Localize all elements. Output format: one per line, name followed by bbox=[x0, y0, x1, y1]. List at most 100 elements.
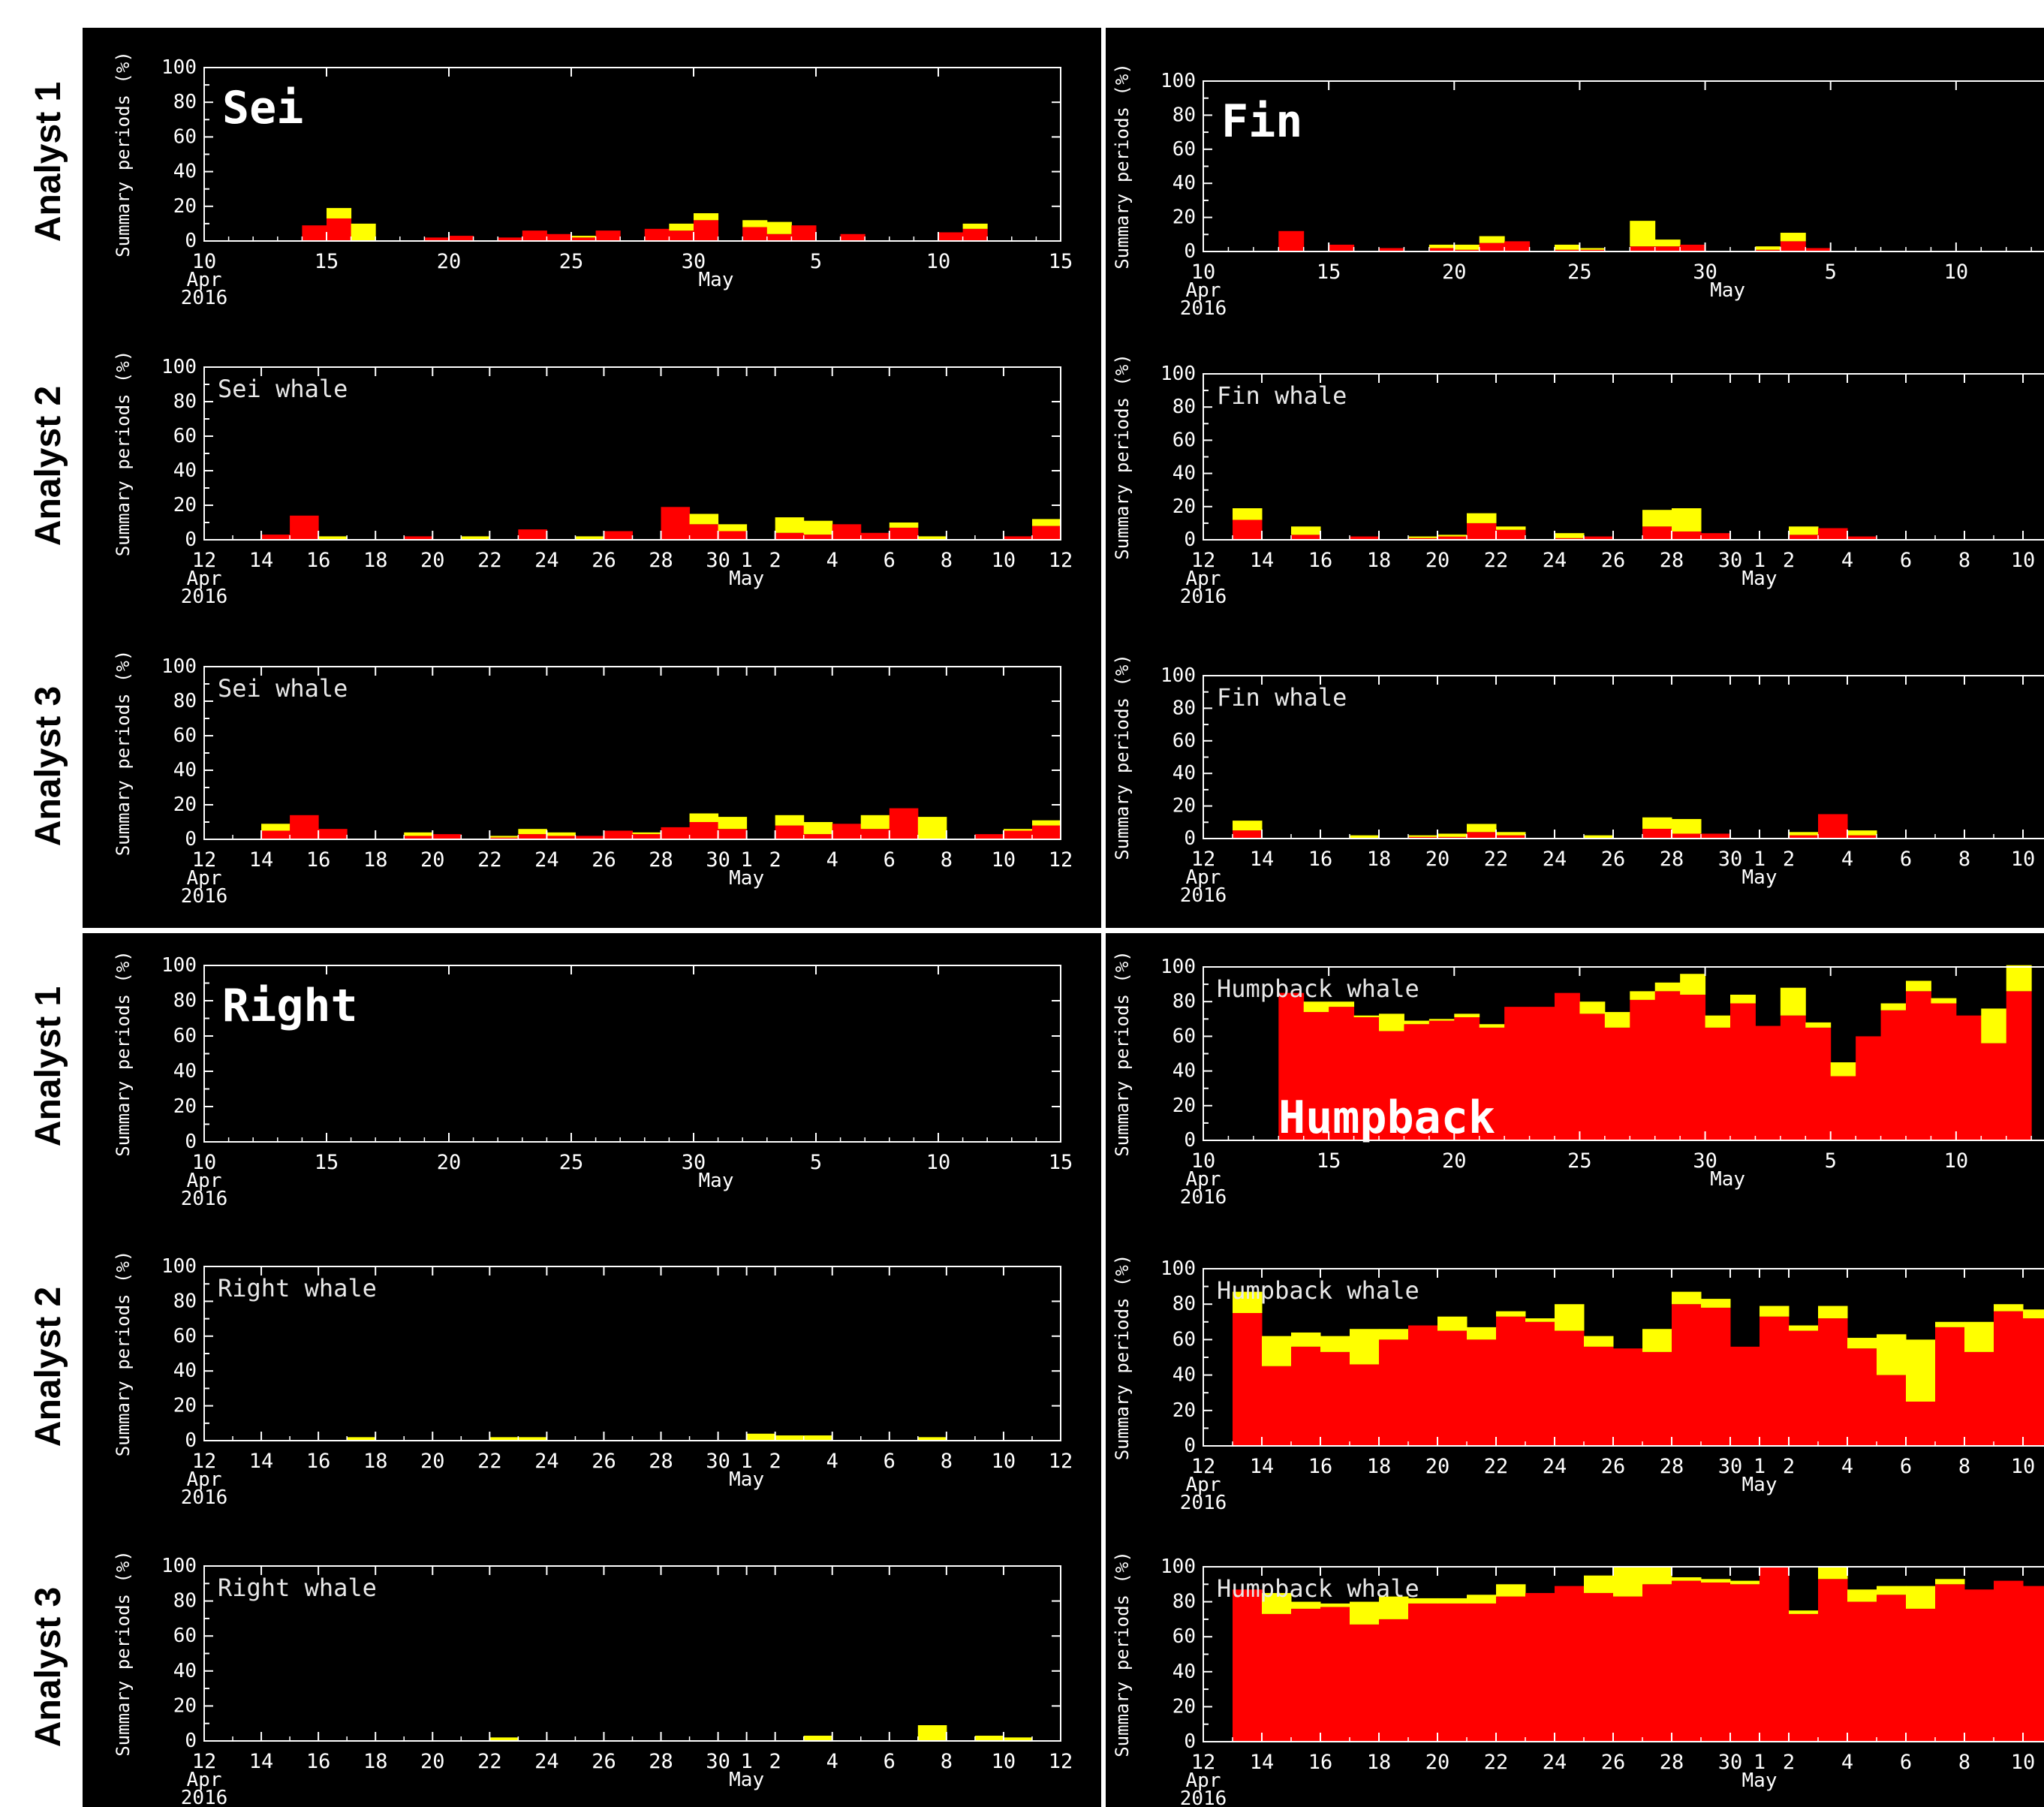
y-tick-label: 60 bbox=[173, 1025, 197, 1047]
x-month-label: May bbox=[699, 1170, 734, 1192]
x-tick-label: 14 bbox=[249, 848, 274, 872]
bar-yellow bbox=[1981, 1008, 2007, 1044]
bar-yellow bbox=[889, 523, 919, 528]
bar-red bbox=[1789, 1330, 1819, 1446]
y-tick-label: 80 bbox=[173, 91, 197, 113]
bar-yellow bbox=[689, 513, 719, 525]
x-tick-label: 5 bbox=[1825, 1149, 1837, 1173]
bar-red bbox=[1350, 1364, 1380, 1446]
bar-red bbox=[302, 225, 327, 241]
x-tick-label: 10 bbox=[926, 1151, 951, 1174]
bar-red bbox=[1613, 1596, 1643, 1742]
bar-red bbox=[1906, 1402, 1936, 1446]
bar-red bbox=[1579, 1013, 1606, 1140]
x-tick-label: 14 bbox=[1250, 1455, 1275, 1478]
bar-red bbox=[1672, 531, 1702, 540]
y-tick-label: 100 bbox=[161, 954, 197, 977]
bar-red bbox=[1496, 835, 1526, 839]
species-label: Humpback whale bbox=[1217, 974, 1419, 1003]
bar-red bbox=[1003, 536, 1033, 540]
bar-red bbox=[1654, 246, 1681, 251]
bar-red bbox=[1291, 1608, 1321, 1742]
x-tick-label: 16 bbox=[1308, 1455, 1333, 1478]
x-year-label: 2016 bbox=[1180, 1787, 1227, 1807]
x-tick-label: 24 bbox=[534, 1750, 559, 1773]
x-tick-label: 1 bbox=[741, 1450, 753, 1473]
bar-yellow bbox=[1906, 980, 1931, 992]
x-tick-label: 12 bbox=[1191, 1455, 1216, 1478]
x-tick-label: 10 bbox=[2011, 1751, 2036, 1774]
x-tick-label: 8 bbox=[1958, 1455, 1970, 1478]
x-tick-label: 15 bbox=[1317, 261, 1341, 284]
bar-red bbox=[1931, 1003, 1957, 1140]
bar-yellow bbox=[742, 220, 768, 227]
bar-red bbox=[1525, 1321, 1555, 1446]
x-tick-label: 24 bbox=[1543, 1455, 1567, 1478]
x-tick-label: 2 bbox=[769, 848, 781, 872]
y-tick-label: 80 bbox=[1173, 990, 1196, 1013]
y-tick-label: 20 bbox=[1173, 795, 1196, 818]
y-tick-label: 40 bbox=[1173, 1060, 1196, 1083]
y-tick-label: 100 bbox=[1160, 1257, 1196, 1280]
x-tick-label: 2 bbox=[769, 1450, 781, 1473]
x-tick-label: 1 bbox=[741, 1750, 753, 1773]
x-tick-label: 24 bbox=[1543, 1751, 1567, 1774]
y-tick-label: 80 bbox=[173, 1590, 197, 1613]
bar-yellow bbox=[689, 813, 719, 822]
bar-yellow bbox=[1467, 824, 1497, 833]
x-tick-label: 2 bbox=[769, 549, 781, 572]
y-tick-label: 60 bbox=[173, 1325, 197, 1348]
x-tick-label: 6 bbox=[884, 1750, 896, 1773]
bar-yellow bbox=[1437, 1598, 1468, 1604]
bar-yellow bbox=[1705, 1015, 1731, 1028]
y-tick-label: 0 bbox=[1184, 529, 1196, 551]
y-tick-label: 0 bbox=[185, 1429, 197, 1452]
y-tick-label: 20 bbox=[1173, 206, 1196, 229]
bar-red bbox=[1496, 1316, 1526, 1446]
chart-humpback-1: 0 20 40 60 80 100 Summary periods (%) 10 15 20 25 3… bbox=[1112, 950, 2044, 1209]
x-tick-label: 18 bbox=[1367, 1455, 1392, 1478]
species-title: Right bbox=[222, 980, 358, 1032]
x-month-label: May bbox=[1710, 1168, 1745, 1191]
x-tick-label: 28 bbox=[649, 549, 673, 572]
bar-yellow bbox=[261, 824, 290, 831]
bar-red bbox=[1379, 1031, 1404, 1140]
y-axis-label: Summary periods (%) bbox=[1112, 63, 1133, 270]
bar-yellow bbox=[1454, 1013, 1480, 1017]
species-label: Sei whale bbox=[218, 674, 348, 703]
bar-yellow bbox=[775, 815, 805, 826]
y-tick-label: 60 bbox=[173, 425, 197, 447]
bar-red bbox=[718, 531, 748, 540]
bar-red bbox=[1701, 1307, 1731, 1446]
x-tick-label: 30 bbox=[1718, 848, 1743, 871]
x-tick-label: 20 bbox=[1425, 549, 1450, 572]
bar-yellow bbox=[1847, 1338, 1877, 1349]
y-tick-label: 40 bbox=[1173, 462, 1196, 485]
x-month-label: Apr bbox=[187, 1769, 222, 1791]
x-tick-label: 16 bbox=[1308, 848, 1333, 871]
bar-yellow bbox=[1680, 974, 1706, 995]
bar-yellow bbox=[1479, 1024, 1505, 1028]
x-tick-label: 1 bbox=[1754, 549, 1766, 572]
bar-yellow bbox=[718, 817, 748, 830]
bar-red bbox=[1467, 1339, 1497, 1446]
bar-red bbox=[1504, 241, 1531, 251]
x-tick-label: 12 bbox=[1191, 549, 1216, 572]
x-tick-label: 15 bbox=[315, 250, 339, 273]
row-label-text: Analyst 2 bbox=[29, 1286, 69, 1447]
bar-yellow bbox=[1964, 1321, 1994, 1352]
bar-red bbox=[290, 815, 319, 839]
x-month-label: Apr bbox=[1186, 568, 1221, 590]
bar-yellow bbox=[1437, 833, 1468, 837]
x-tick-label: 25 bbox=[1567, 1149, 1592, 1173]
x-tick-label: 20 bbox=[1425, 1455, 1450, 1478]
x-tick-label: 20 bbox=[1425, 848, 1450, 871]
bar-red bbox=[1604, 1027, 1630, 1140]
bar-red bbox=[1437, 1603, 1468, 1742]
x-month-label: May bbox=[1742, 1474, 1778, 1496]
x-tick-label: 24 bbox=[534, 848, 559, 872]
bar-red bbox=[1379, 248, 1404, 251]
x-tick-label: 30 bbox=[1693, 261, 1717, 284]
bar-red bbox=[1847, 536, 1877, 540]
